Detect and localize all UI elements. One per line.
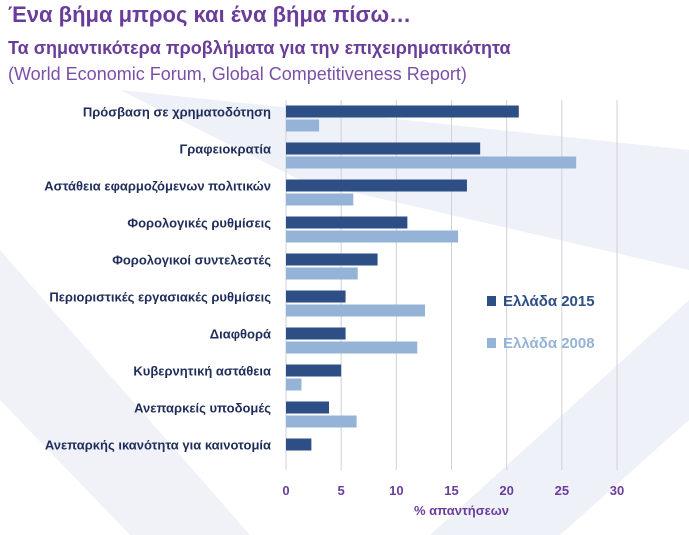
x-tick-label: 20 [499, 483, 513, 498]
bar-series-2 [286, 193, 354, 206]
category-label: Διαφθορά [210, 327, 271, 342]
bar-series-2 [286, 378, 302, 391]
bar-series-1 [286, 142, 481, 155]
legend-swatch [487, 338, 496, 348]
bar-series-1 [286, 105, 519, 118]
bars [286, 105, 577, 451]
x-tick-label: 15 [444, 483, 458, 498]
bar-series-1 [286, 253, 378, 266]
source-note: (World Economic Forum, Global Competitiv… [8, 64, 467, 84]
x-tick-labels: 0 5 10 15 20 25 30 [282, 483, 624, 498]
category-label: Φορολογικές ρυθμίσεις [127, 216, 271, 231]
category-label: Γραφειοκρατία [179, 142, 271, 157]
bar-series-2 [286, 341, 418, 354]
category-label: Περιοριστικές εργασιακές ρυθμίσεις [49, 290, 271, 305]
bar-series-1 [286, 290, 346, 303]
category-label: Κυβερνητική αστάθεια [133, 364, 271, 379]
bar-series-1 [286, 216, 408, 229]
legend-label: Ελλάδα 2015 [503, 293, 595, 310]
category-labels: Πρόσβαση σε χρηματοδότηση Γραφειοκρατία Ασ… [44, 105, 271, 453]
bar-series-1 [286, 327, 346, 340]
x-tick-label: 10 [389, 483, 403, 498]
category-label: Φορολογικοί συντελεστές [112, 253, 271, 268]
bar-series-2 [286, 415, 357, 428]
category-label: Ανεπαρκείς υποδομές [134, 401, 271, 416]
bar-series-1 [286, 179, 467, 192]
x-tick-label: 5 [338, 483, 345, 498]
category-label: Πρόσβαση σε χρηματοδότηση [83, 105, 271, 120]
x-tick-label: 25 [555, 483, 569, 498]
bar-series-2 [286, 304, 426, 317]
bar-series-2 [286, 230, 459, 243]
category-label: Ανεπαρκής ικανότητα για καινοτομία [45, 438, 271, 453]
page-subtitle: Τα σημαντικότερα προβλήματα για την επιχ… [8, 38, 511, 58]
legend-swatch [487, 296, 496, 306]
x-tick-label: 0 [282, 483, 289, 498]
legend: Ελλάδα 2015 Ελλάδα 2008 [487, 293, 595, 352]
page-title: Ένα βήμα μπρος και ένα βήμα πίσω… [8, 2, 412, 27]
bar-series-2 [286, 156, 577, 169]
bar-series-2 [286, 267, 358, 280]
bar-series-1 [286, 401, 330, 414]
category-label: Αστάθεια εφαρμοζόμενων πολιτικών [44, 179, 271, 194]
bar-series-1 [286, 364, 342, 377]
x-tick-label: 30 [610, 483, 624, 498]
legend-label: Ελλάδα 2008 [503, 335, 595, 352]
bar-series-1 [286, 438, 312, 451]
bar-series-2 [286, 119, 320, 132]
x-axis-title: % απαντήσεων [414, 503, 509, 518]
